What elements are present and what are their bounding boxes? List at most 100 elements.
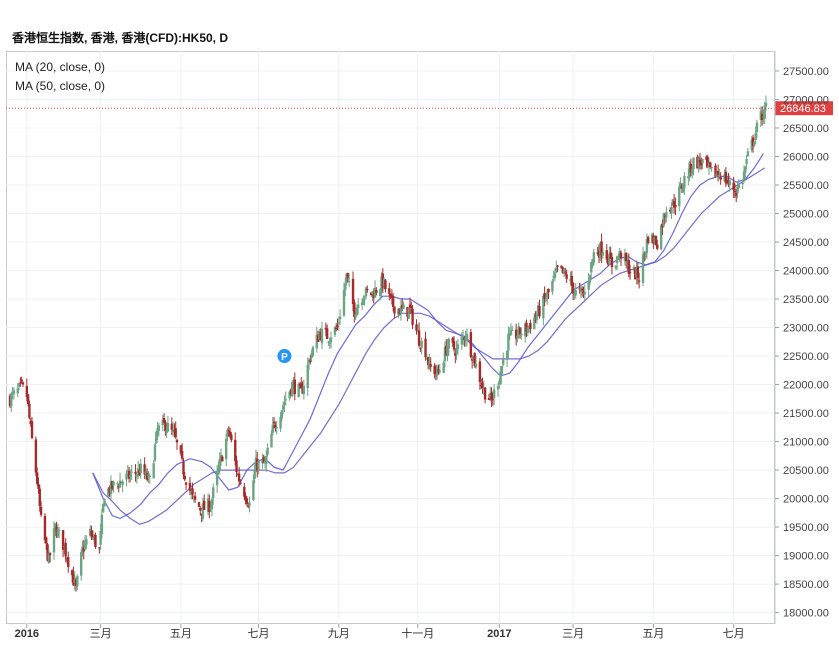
candle-up[interactable]: [763, 105, 766, 120]
candle-down[interactable]: [316, 334, 320, 342]
candle-down[interactable]: [246, 505, 250, 507]
candle-down[interactable]: [610, 256, 614, 268]
candle-up[interactable]: [465, 333, 469, 341]
candle-up[interactable]: [723, 174, 726, 181]
candle-down[interactable]: [274, 425, 277, 429]
candle-up[interactable]: [219, 454, 223, 460]
candle-up[interactable]: [496, 386, 500, 390]
candle-down[interactable]: [434, 371, 438, 373]
candle-up[interactable]: [76, 576, 79, 587]
candle-down[interactable]: [43, 515, 47, 541]
candle-down[interactable]: [127, 470, 131, 479]
candle-down[interactable]: [491, 399, 495, 401]
candle-up[interactable]: [590, 261, 593, 273]
candle-up[interactable]: [697, 157, 700, 168]
candle-down[interactable]: [143, 464, 146, 475]
candle-down[interactable]: [624, 252, 628, 262]
candle-up[interactable]: [591, 259, 594, 265]
candle-down[interactable]: [21, 382, 25, 385]
candle-up[interactable]: [139, 463, 142, 474]
candle-up[interactable]: [659, 225, 663, 250]
candle-up[interactable]: [435, 366, 439, 376]
candle-up[interactable]: [402, 304, 405, 309]
candle-down[interactable]: [336, 325, 339, 327]
candle-up[interactable]: [745, 159, 748, 165]
candle-down[interactable]: [529, 322, 532, 329]
candle-down[interactable]: [700, 161, 703, 166]
candle-down[interactable]: [490, 392, 493, 401]
candle-up[interactable]: [292, 381, 295, 384]
candle-up[interactable]: [107, 488, 110, 497]
candle-up[interactable]: [144, 471, 148, 476]
candle-up[interactable]: [623, 253, 627, 261]
candle-up[interactable]: [283, 402, 286, 405]
candle-down[interactable]: [561, 267, 564, 273]
candle-up[interactable]: [328, 340, 331, 344]
candle-up[interactable]: [632, 267, 636, 271]
candle-down[interactable]: [388, 288, 391, 294]
candle-up[interactable]: [492, 389, 496, 398]
candle-up[interactable]: [116, 483, 119, 485]
candle-up[interactable]: [552, 275, 555, 278]
candle-down[interactable]: [108, 487, 111, 494]
candle-up[interactable]: [608, 253, 611, 264]
candle-down[interactable]: [243, 486, 246, 497]
candle-up[interactable]: [130, 471, 133, 473]
candle-down[interactable]: [67, 557, 70, 568]
candle-down[interactable]: [680, 185, 684, 189]
candle-down[interactable]: [262, 457, 265, 464]
candle-up[interactable]: [764, 102, 768, 107]
candle-up[interactable]: [599, 243, 602, 259]
candle-down[interactable]: [164, 421, 167, 432]
candle-up[interactable]: [153, 444, 157, 461]
candle-down[interactable]: [643, 253, 646, 255]
candle-up[interactable]: [579, 287, 583, 292]
candle-down[interactable]: [188, 482, 192, 491]
candle-up[interactable]: [615, 256, 619, 264]
candle-down[interactable]: [235, 460, 238, 472]
candle-down[interactable]: [111, 481, 114, 489]
candle-up[interactable]: [736, 186, 739, 194]
candle-up[interactable]: [310, 353, 313, 358]
candle-down[interactable]: [637, 280, 641, 282]
candle-up[interactable]: [226, 429, 229, 437]
candle-down[interactable]: [596, 252, 599, 254]
candle-down[interactable]: [82, 547, 85, 552]
candle-down[interactable]: [324, 327, 328, 330]
candle-up[interactable]: [307, 359, 311, 364]
candle-up[interactable]: [499, 371, 502, 385]
candle-down[interactable]: [26, 394, 30, 404]
candle-down[interactable]: [381, 273, 385, 288]
candle-up[interactable]: [271, 424, 274, 433]
candle-down[interactable]: [760, 114, 764, 120]
candle-up[interactable]: [728, 180, 731, 186]
candle-up[interactable]: [741, 183, 744, 185]
candle-up[interactable]: [280, 410, 284, 419]
candle-up[interactable]: [420, 340, 423, 348]
candle-up[interactable]: [511, 329, 514, 331]
candle-up[interactable]: [261, 460, 264, 464]
candle-down[interactable]: [35, 472, 39, 484]
candle-down[interactable]: [606, 258, 610, 265]
candle-down[interactable]: [609, 252, 612, 259]
candle-up[interactable]: [505, 350, 509, 360]
candle-down[interactable]: [179, 445, 183, 454]
candle-up[interactable]: [337, 322, 341, 324]
candle-down[interactable]: [146, 473, 149, 480]
candle-down[interactable]: [698, 159, 702, 163]
candle-down[interactable]: [578, 288, 581, 290]
candle-up[interactable]: [52, 528, 56, 553]
candle-down[interactable]: [234, 439, 237, 462]
candle-down[interactable]: [454, 352, 457, 356]
candle-up[interactable]: [678, 187, 681, 207]
candle-up[interactable]: [209, 507, 212, 510]
candle-up[interactable]: [380, 276, 383, 292]
candle-up[interactable]: [73, 579, 76, 584]
candle-down[interactable]: [120, 481, 123, 483]
candle-up[interactable]: [737, 184, 741, 188]
candle-up[interactable]: [306, 364, 309, 388]
candle-up[interactable]: [109, 480, 113, 495]
candle-down[interactable]: [564, 272, 567, 274]
candle-down[interactable]: [733, 190, 737, 192]
